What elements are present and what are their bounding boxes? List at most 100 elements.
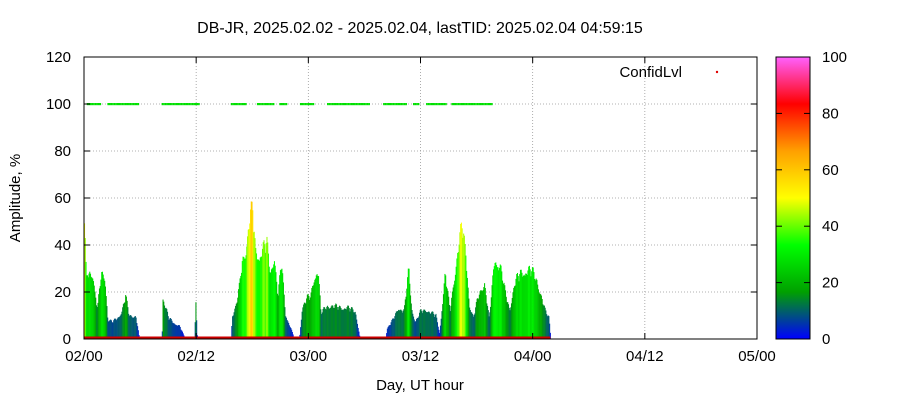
amplitude-bar [325,309,327,339]
amplitude-bar [389,325,391,339]
confidence-point [93,103,95,106]
confidence-point [260,103,262,106]
amplitude-bar [285,317,287,339]
confidence-point [299,103,302,106]
confidence-point [395,103,398,106]
amplitude-bar [460,223,462,339]
confidence-point [264,103,267,106]
axis-ticks: 02/00 02/12 03/00 03/12 04/00 04/12 05/00 0 20 40… [46,49,776,365]
amplitude-bar [495,262,497,339]
confidence-point [456,103,458,106]
amplitude-bar [232,316,234,339]
amplitude-bar [181,330,183,339]
amplitude-bar [523,274,525,339]
amplitude-bar [387,326,389,339]
amplitude-bar [450,305,452,339]
amplitude-bar [317,275,319,339]
confidence-point [179,103,181,106]
amplitude-bar [266,236,268,339]
amplitude-bar [252,210,254,339]
amplitude-bar [338,306,340,339]
confidence-point [355,103,358,106]
confidence-point [175,103,178,106]
amplitude-bar [522,276,524,339]
amplitude-bar [470,311,472,339]
amplitude-bar [253,232,255,339]
amplitude-bar [528,265,530,339]
confidence-point [467,103,469,106]
amplitude-bar [350,308,352,339]
x-tick-label: 03/12 [402,348,440,365]
amplitude-bar [392,318,394,339]
amplitude-bar [182,333,184,339]
confidence-point [333,103,335,106]
amplitude-bar [119,315,121,339]
amplitude-bar [498,270,500,339]
confidence-point [185,103,188,106]
amplitude-bar [136,323,138,339]
y-tick-label: 40 [54,237,71,254]
amplitude-bar [110,319,112,339]
amplitude-bar [530,276,532,339]
amplitude-bar [248,229,250,339]
amplitude-bar [99,286,101,339]
amplitude-bar [448,296,450,339]
amplitude-bar [318,276,320,339]
amplitude-bar [451,297,453,339]
amplitude-bar [93,285,95,339]
x-tick-label: 02/00 [65,348,103,365]
amplitude-bar [105,296,107,339]
amplitude-bar [132,317,134,339]
amplitude-bar [496,267,498,339]
colorbar-tick-label: 80 [822,105,839,122]
amplitude-bar [406,288,408,339]
amplitude-bar [255,253,258,339]
amplitude-bar [467,287,469,339]
amplitude-bar [546,314,548,339]
amplitude-bar [303,304,305,339]
amplitude-bar [525,273,527,339]
amplitude-bar [116,320,118,339]
confidence-point [491,103,493,106]
amplitude-bar [451,291,453,339]
confidence-point [414,103,417,106]
confidence-point [183,103,186,106]
confidence-point [163,103,165,106]
amplitude-bar [532,267,534,339]
amplitude-bar [524,275,526,339]
amplitude-bar [462,237,464,339]
confidence-point [339,103,342,106]
amplitude-bar [324,307,326,339]
legend-marker [715,70,719,74]
amplitude-bar [134,316,136,339]
confidence-point [237,103,239,106]
amplitude-bar [417,317,419,339]
amplitude-bar [545,310,547,339]
confidence-point [413,103,415,106]
amplitude-bar [134,316,136,339]
amplitude-bar [271,268,273,339]
confidence-point [443,103,446,106]
amplitude-bar [421,311,423,339]
amplitude-bar [338,305,341,339]
confidence-point [384,103,387,106]
amplitude-bar [491,285,493,339]
confidence-point [132,103,135,106]
amplitude-bar [341,309,344,339]
amplitude-bar [391,319,393,339]
amplitude-bar [250,201,252,339]
amplitude-bar [172,323,175,339]
amplitude-bar [282,273,284,339]
amplitude-bar [196,320,198,339]
amplitude-bar [536,279,538,339]
amplitude-bar [513,286,516,339]
amplitude-bar [474,313,476,339]
amplitude-bar [289,326,291,339]
amplitude-bar [137,330,139,339]
confidence-point [306,103,308,106]
amplitude-bar [236,302,238,339]
amplitude-bar [342,310,344,339]
amplitude-bar [432,311,434,339]
amplitude-bar [283,294,285,339]
